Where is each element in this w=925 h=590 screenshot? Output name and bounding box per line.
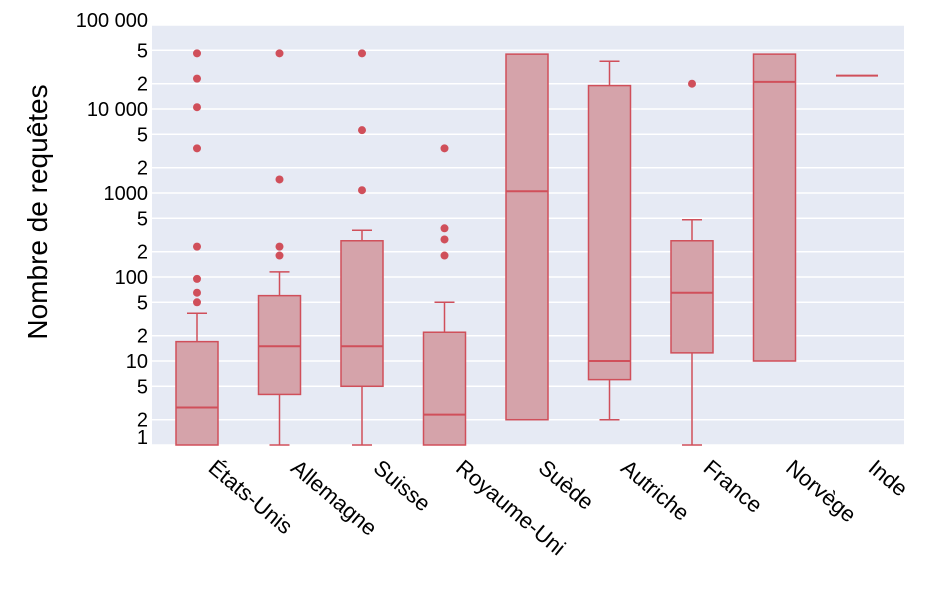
y-tick-label: 2 [137,242,148,264]
y-tick-label: 5 [137,208,148,230]
outlier-point [275,175,284,184]
x-tick-label: Allemagne [286,455,382,541]
box-iqr [257,294,302,396]
outlier-point [275,251,284,260]
outlier-point [275,242,284,251]
outlier-point [193,103,201,112]
outlier-point [193,298,201,307]
outlier-point [440,224,449,233]
y-tick-label: 10 000 [87,99,148,121]
outlier-point [688,79,696,88]
box-group [752,53,797,362]
box-iqr [587,84,632,381]
box-group [340,49,384,446]
y-tick-label: 2 [137,410,148,432]
outlier-point [193,74,201,83]
box-group [175,49,219,446]
box-iqr [752,53,797,362]
box-iqr [422,331,467,446]
x-tick-label: Suisse [369,455,436,517]
y-tick-label: 10 [126,351,148,373]
outlier-point [358,49,366,58]
y-tick-label: 100 000 [76,10,148,32]
outlier-point [275,49,284,58]
x-tick-label: États-Unis [204,455,298,539]
x-tick-label: Inde [864,455,913,502]
box-iqr [340,240,384,388]
y-tick-label: 2 [137,158,148,180]
outlier-point [440,235,449,244]
y-tick-label: 5 [137,124,148,146]
box-group [587,60,632,421]
outlier-point [193,49,201,58]
x-tick-label: Suède [534,455,599,515]
box-group [257,49,302,446]
outlier-point [193,242,201,251]
box-group [505,53,549,421]
x-tick-label: Norvège [781,455,861,528]
outlier-point [358,186,366,195]
outlier-point [193,144,201,153]
y-tick-label: 100 [115,267,148,289]
y-tick-label: 2 [137,326,148,348]
box-group [670,79,714,446]
outlier-point [193,274,201,283]
y-axis-title: Nombre de requêtes [22,84,53,339]
box-iqr [505,53,549,421]
y-tick-label: 5 [137,292,148,314]
box-iqr [670,240,714,354]
y-tick-label: 2 [137,74,148,96]
y-tick-label: 1000 [104,183,149,205]
x-tick-label: Autriche [616,455,694,526]
x-tick-label: France [699,455,768,518]
outlier-point [358,126,366,135]
box-iqr [175,340,219,446]
outlier-point [440,144,449,153]
boxes [175,49,878,446]
y-tick-label: 1 [137,427,148,449]
y-tick-label: 5 [137,40,148,62]
y-tick-label: 5 [137,376,148,398]
box-group [422,144,467,446]
outlier-point [440,251,449,260]
outlier-point [193,288,201,297]
